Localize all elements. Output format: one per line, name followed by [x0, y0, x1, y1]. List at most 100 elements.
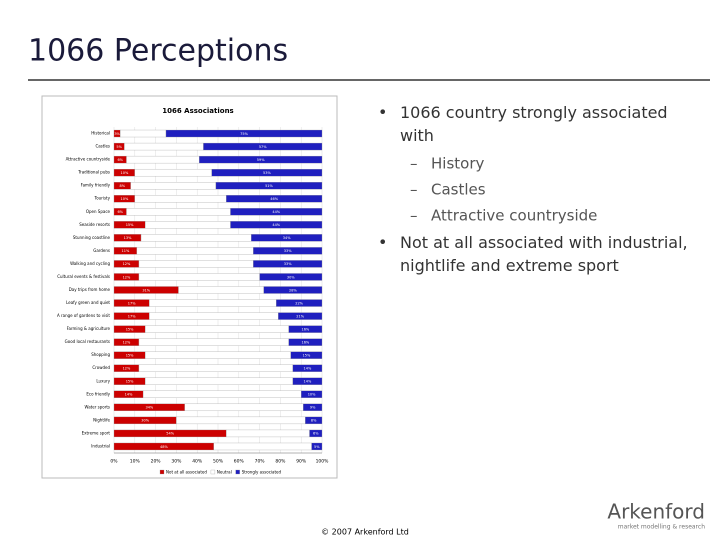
y-tick-label: Shopping [91, 352, 110, 357]
y-tick-label: Touristy [93, 196, 110, 201]
bar-segment [290, 351, 323, 359]
legend-label: Not at all associated [166, 469, 207, 474]
bar-segment [230, 208, 323, 216]
bar-segment [126, 155, 200, 164]
data-label: 30% [141, 419, 149, 423]
bar-segment [288, 338, 323, 346]
data-label: 8% [311, 419, 317, 423]
bar-segment [259, 273, 323, 281]
bar-segment [176, 416, 306, 425]
bar-segment [292, 364, 323, 372]
y-tick-label: Leafy green and quiet [66, 300, 110, 305]
bar-segment [203, 142, 323, 151]
y-tick-label: Water sports [85, 404, 110, 409]
y-tick-label: Castles [95, 144, 110, 149]
y-tick-label: Stunning coastline [73, 235, 111, 240]
legend-swatch [235, 469, 240, 475]
bar-segment [276, 299, 323, 307]
bullet: • [378, 233, 387, 252]
data-label: 34% [145, 406, 153, 410]
data-label: 22% [295, 301, 303, 305]
data-label: 14% [304, 367, 312, 371]
y-tick-label: Day trips from home [69, 287, 111, 292]
y-tick-label: Historical [91, 131, 110, 136]
bar-segment [199, 155, 323, 164]
y-tick-label: Open Space [86, 209, 111, 214]
bullet: • [378, 103, 387, 122]
slide-title: 1066 Perceptions [28, 34, 288, 69]
x-tick-label: 0% [110, 459, 118, 465]
bar-segment [145, 377, 294, 385]
chart-title: 1066 Associations [162, 107, 233, 115]
data-label: 15% [126, 327, 134, 331]
y-tick-label: Crowded [92, 365, 110, 370]
data-label: 10% [121, 171, 129, 175]
bar-segment [145, 221, 231, 229]
y-tick-label: Seaside resorts [79, 222, 110, 227]
sub-bullet: Castles [431, 181, 486, 199]
x-tick-label: 40% [192, 459, 203, 465]
bar-segment [140, 234, 252, 242]
x-tick-label: 20% [151, 459, 162, 465]
y-tick-label: Family friendly [81, 183, 111, 188]
logo: Arkenford [607, 500, 705, 524]
data-label: 75% [240, 132, 248, 136]
bar-segment [288, 325, 323, 333]
bar-segment [120, 129, 167, 138]
data-label: 44% [272, 223, 280, 227]
data-label: 10% [121, 197, 129, 201]
data-label: 5% [314, 445, 320, 449]
bar-segment [253, 247, 323, 255]
bar-segment [165, 129, 323, 138]
data-label: 12% [123, 275, 131, 279]
y-tick-label: Nightlife [93, 417, 110, 422]
y-tick-label: Good local restaurants [65, 339, 110, 344]
y-tick-label: Farming & agriculture [67, 326, 111, 331]
bar-segment [215, 182, 323, 190]
data-label: 51% [265, 184, 273, 188]
bar-segment [301, 390, 323, 398]
bar-segment [138, 260, 254, 268]
x-tick-label: 50% [213, 459, 224, 465]
bar-segment [184, 403, 304, 412]
x-tick-label: 10% [130, 459, 141, 465]
bullet-text: Not at all associated with industrial, ni… [400, 233, 688, 275]
bar-segment [303, 403, 323, 412]
data-label: 12% [123, 262, 131, 266]
bar-segment [126, 208, 231, 216]
data-label: 11% [122, 249, 130, 253]
x-tick-label: 70% [255, 459, 266, 465]
data-label: 17% [128, 314, 136, 318]
bar-segment [226, 429, 310, 438]
data-label: 57% [259, 145, 267, 149]
bar-segment [145, 325, 289, 333]
bar-segment [149, 299, 277, 307]
bar-segment [305, 416, 323, 425]
bar-segment [253, 260, 323, 268]
data-label: 53% [263, 171, 271, 175]
bar-segment [251, 234, 323, 242]
bar-segment [311, 442, 323, 451]
data-label: 34% [283, 236, 291, 240]
y-tick-label: Walking and cycling [70, 261, 110, 266]
x-tick-label: 60% [234, 459, 245, 465]
bar-segment [136, 247, 254, 255]
y-tick-label: Attractive countryside [66, 157, 111, 162]
data-label: 6% [313, 432, 319, 436]
data-label: 6% [117, 158, 123, 162]
bar-segment [145, 351, 291, 359]
data-label: 16% [301, 327, 309, 331]
y-tick-label: Cultural events & festivals [57, 274, 110, 279]
x-tick-label: 100% [316, 459, 330, 465]
data-label: 31% [142, 288, 150, 292]
data-label: 46% [270, 197, 278, 201]
legend-label: Strongly associated [242, 469, 282, 474]
data-label: 33% [284, 249, 292, 253]
sub-bullet: History [431, 155, 484, 173]
data-label: 13% [124, 236, 132, 240]
footer: © 2007 Arkenford Ltd [321, 528, 409, 537]
bar-segment [278, 312, 323, 320]
legend-label: Neutral [217, 469, 232, 474]
bar-segment [130, 182, 217, 190]
bullet-text: 1066 country strongly associated with [400, 103, 668, 145]
